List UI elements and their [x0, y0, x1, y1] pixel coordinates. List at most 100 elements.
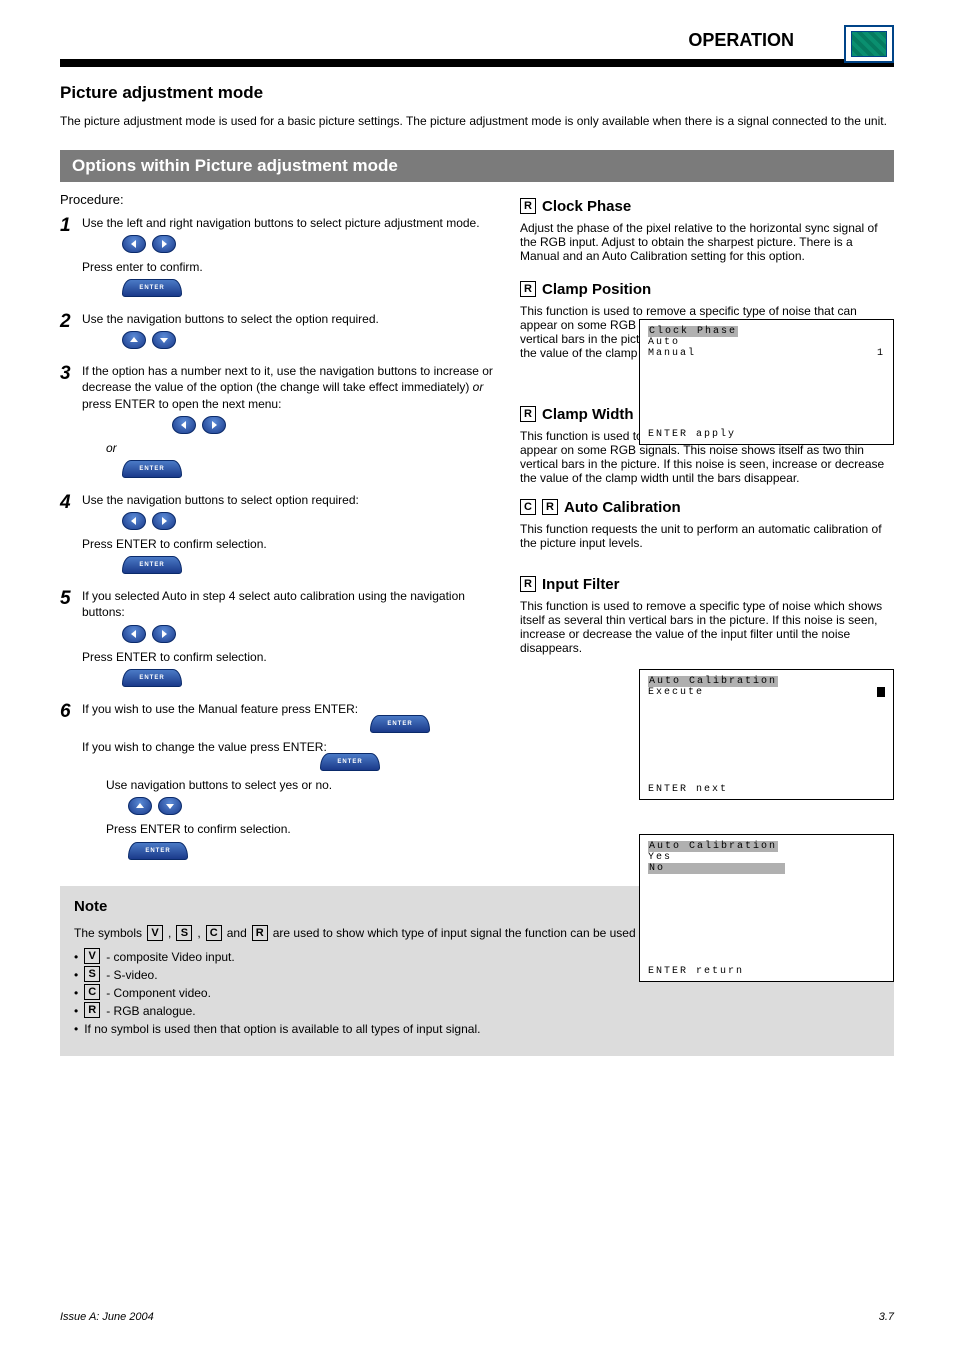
step6-substeps: Use navigation buttons to select yes or … [82, 777, 500, 859]
signal-box-c: C [520, 499, 536, 515]
buttons-row-3b: ENTER [122, 460, 500, 478]
buttons-row-3 [172, 416, 500, 434]
buttons-row-6d: ENTER [128, 842, 500, 860]
list-text: - S-video. [106, 966, 157, 984]
right-column: R Clock Phase Adjust the phase of the pi… [520, 192, 894, 866]
nav-down-icon[interactable] [158, 797, 182, 815]
enter-button[interactable]: ENTER [320, 753, 380, 771]
step6-line2: If you wish to change the value press EN… [82, 739, 500, 755]
list-text: - Component video. [106, 984, 211, 1002]
osd-row-l: Auto [648, 337, 680, 348]
step-3: 3 If the option has a number next to it,… [60, 363, 500, 484]
signal-box-c: C [206, 925, 222, 941]
osd-auto-cal-2-wrapper: Auto Calibration Yes No ENTER return [639, 832, 894, 982]
intro-text: The picture adjustment mode is used for … [60, 113, 894, 130]
osd-row-l: No [648, 863, 785, 874]
enter-button[interactable]: ENTER [122, 279, 182, 297]
reg-head: Input Filter [542, 576, 620, 593]
step-number: 2 [60, 311, 82, 355]
enter-button[interactable]: ENTER [128, 842, 188, 860]
display-icon [844, 25, 894, 63]
step-text: If you wish to use the Manual feature pr… [82, 701, 358, 717]
osd-row-l: Manual [648, 348, 696, 359]
step-subtext: Press enter to confirm. [82, 259, 500, 275]
list-text: - RGB analogue. [106, 1002, 195, 1020]
reg-head: Clamp Width [542, 406, 634, 423]
reg-input-filter: R Input Filter This function is used to … [520, 576, 894, 655]
step6-sub2: Press ENTER to confirm selection. [106, 821, 500, 837]
enter-button[interactable]: ENTER [370, 715, 430, 733]
intro-section: Picture adjustment mode The picture adju… [0, 67, 954, 138]
osd-footer: ENTER next [648, 784, 885, 795]
signal-box-s: S [84, 966, 100, 982]
buttons-row-5b: ENTER [122, 669, 500, 687]
buttons-row-5 [122, 625, 500, 643]
display-icon-fill [851, 31, 887, 57]
enter-button[interactable]: ENTER [122, 669, 182, 687]
enter-button[interactable]: ENTER [122, 556, 182, 574]
left-column: Procedure: 1 Use the left and right navi… [60, 192, 500, 866]
buttons-row-6a: ENTER [82, 715, 430, 733]
osd-footer: ENTER return [648, 966, 885, 977]
nav-left-icon[interactable] [122, 235, 146, 253]
intro-heading: Picture adjustment mode [60, 81, 894, 105]
step-or: or [106, 440, 500, 456]
osd-row-r: 1 [877, 348, 885, 359]
osd-auto-cal-1: Auto Calibration Execute ENTER next [639, 669, 894, 800]
osd-footer: ENTER apply [648, 429, 885, 440]
reg-head: Auto Calibration [564, 499, 681, 516]
nav-left-icon[interactable] [122, 512, 146, 530]
signal-box-r: R [520, 281, 536, 297]
signal-box-s: S [176, 925, 192, 941]
osd-auto-cal-1-wrapper: Auto Calibration Execute ENTER next [639, 667, 894, 800]
buttons-row-2 [122, 331, 500, 349]
step-6: 6 If you wish to use the Manual feature … [60, 701, 500, 866]
buttons-row-1 [122, 235, 500, 253]
options-bar: Options within Picture adjustment mode [60, 150, 894, 182]
signal-box-r: R [520, 406, 536, 422]
list-text: - composite Video input. [106, 948, 235, 966]
step-2: 2 Use the navigation buttons to select t… [60, 311, 500, 355]
buttons-row-6c [128, 797, 500, 815]
step-text: Use the navigation buttons to select opt… [82, 492, 500, 508]
nav-right-icon[interactable] [202, 416, 226, 434]
reg-desc: This function requests the unit to perfo… [520, 522, 894, 550]
nav-down-icon[interactable] [152, 331, 176, 349]
note-line1-post: are used to show which type of input sig… [273, 924, 664, 942]
step-1: 1 Use the left and right navigation butt… [60, 215, 500, 303]
procedure-label: Procedure: [60, 192, 500, 207]
step-subtext: Press ENTER to confirm selection. [82, 649, 500, 665]
step-number: 6 [60, 701, 82, 866]
signal-box-r: R [520, 198, 536, 214]
step6-sub1: Use navigation buttons to select yes or … [106, 777, 500, 793]
header-divider [60, 59, 894, 67]
step-5: 5 If you selected Auto in step 4 select … [60, 588, 500, 693]
list-item: If no symbol is used then that option is… [74, 1020, 880, 1038]
step-number: 5 [60, 588, 82, 693]
step-number: 4 [60, 492, 82, 580]
osd-title: Clock Phase [648, 326, 738, 337]
osd-clock-phase-wrapper: Clock Phase Auto Manual 1 ENTER apply [639, 317, 894, 445]
osd-auto-cal-2: Auto Calibration Yes No ENTER return [639, 834, 894, 982]
nav-left-icon[interactable] [172, 416, 196, 434]
page-header: OPERATION [0, 0, 954, 51]
nav-up-icon[interactable] [128, 797, 152, 815]
nav-right-icon[interactable] [152, 625, 176, 643]
step-text: Use the left and right navigation button… [82, 215, 500, 231]
list-item: R - RGB analogue. [74, 1002, 880, 1020]
nav-left-icon[interactable] [122, 625, 146, 643]
step-4: 4 Use the navigation buttons to select o… [60, 492, 500, 580]
step-number: 1 [60, 215, 82, 303]
list-item: C- Component video. [74, 984, 880, 1002]
nav-right-icon[interactable] [152, 235, 176, 253]
reg-clock-phase: R Clock Phase Adjust the phase of the pi… [520, 198, 894, 263]
nav-up-icon[interactable] [122, 331, 146, 349]
page-number: 3.7 [879, 1311, 894, 1323]
enter-button[interactable]: ENTER [122, 460, 182, 478]
signal-box-r: R [84, 1002, 100, 1018]
signal-box-r: R [542, 499, 558, 515]
reg-head: Clamp Position [542, 281, 651, 298]
header-title: OPERATION [60, 30, 894, 51]
buttons-row-4b: ENTER [122, 556, 500, 574]
nav-right-icon[interactable] [152, 512, 176, 530]
